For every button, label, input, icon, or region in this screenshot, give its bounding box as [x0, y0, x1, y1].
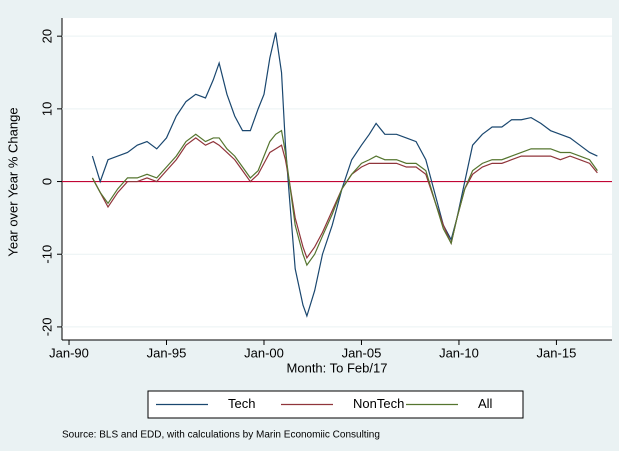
legend-box [147, 390, 524, 419]
x-tick-label: Jan-15 [537, 345, 577, 360]
y-tick-label: -20 [39, 318, 54, 337]
x-tick-label: Jan-00 [244, 345, 284, 360]
source-note: Source: BLS and EDD, with calculations b… [62, 430, 380, 441]
x-tick-label: Jan-10 [439, 345, 479, 360]
x-axis-title: Month: To Feb/17 [287, 360, 388, 375]
y-axis-title: Year over Year % Change [5, 107, 20, 256]
x-tick-label: Jan-05 [342, 345, 382, 360]
y-tick-label: 20 [39, 29, 54, 43]
series-line [91, 129, 598, 267]
x-tick-label: Jan-95 [147, 345, 187, 360]
y-tick-label: -10 [39, 245, 54, 264]
legend-label: All [478, 396, 493, 411]
plot-area [62, 18, 612, 340]
y-tick-label: 10 [39, 102, 54, 116]
series-line [91, 137, 598, 260]
legend-label: NonTech [353, 396, 404, 411]
series-line [91, 32, 598, 318]
legend-label: Tech [228, 396, 255, 411]
y-tick-label: 0 [39, 178, 54, 185]
x-tick-label: Jan-90 [49, 345, 89, 360]
